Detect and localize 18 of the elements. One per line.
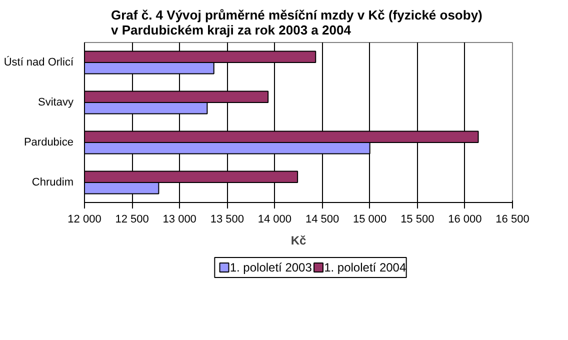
x-tick-label: 16 500 — [496, 214, 530, 226]
y-tick-label: Pardubice — [24, 136, 74, 148]
x-tick-label: 15 500 — [400, 214, 434, 226]
legend-label: 1. pololetí 2004 — [324, 260, 406, 274]
x-tick-label: 13 000 — [162, 214, 196, 226]
y-tick-label: Chrudim — [32, 176, 74, 188]
legend-label: 1. pololetí 2003 — [230, 260, 312, 274]
x-axis-title: Kč — [290, 234, 306, 248]
y-tick-label: Svitavy — [38, 96, 74, 108]
y-tick-label: Ústí nad Orlicí — [4, 56, 74, 68]
chart-title: Graf č. 4 Vývoj průměrné měsíční mzdy v Kč (fyzické osoby) v Pardubickém kraji za rok 2003 a 2004 — [111, 8, 482, 38]
x-tick-label: 15 000 — [353, 214, 387, 226]
x-tick-label: 14 500 — [305, 214, 340, 226]
x-tick-label: 13 500 — [210, 214, 244, 226]
x-tick-label: 14 000 — [258, 214, 292, 226]
x-tick-label: 12 500 — [115, 214, 149, 226]
x-tick-label: 12 000 — [68, 214, 102, 226]
x-tick-label: 16 000 — [448, 214, 482, 226]
